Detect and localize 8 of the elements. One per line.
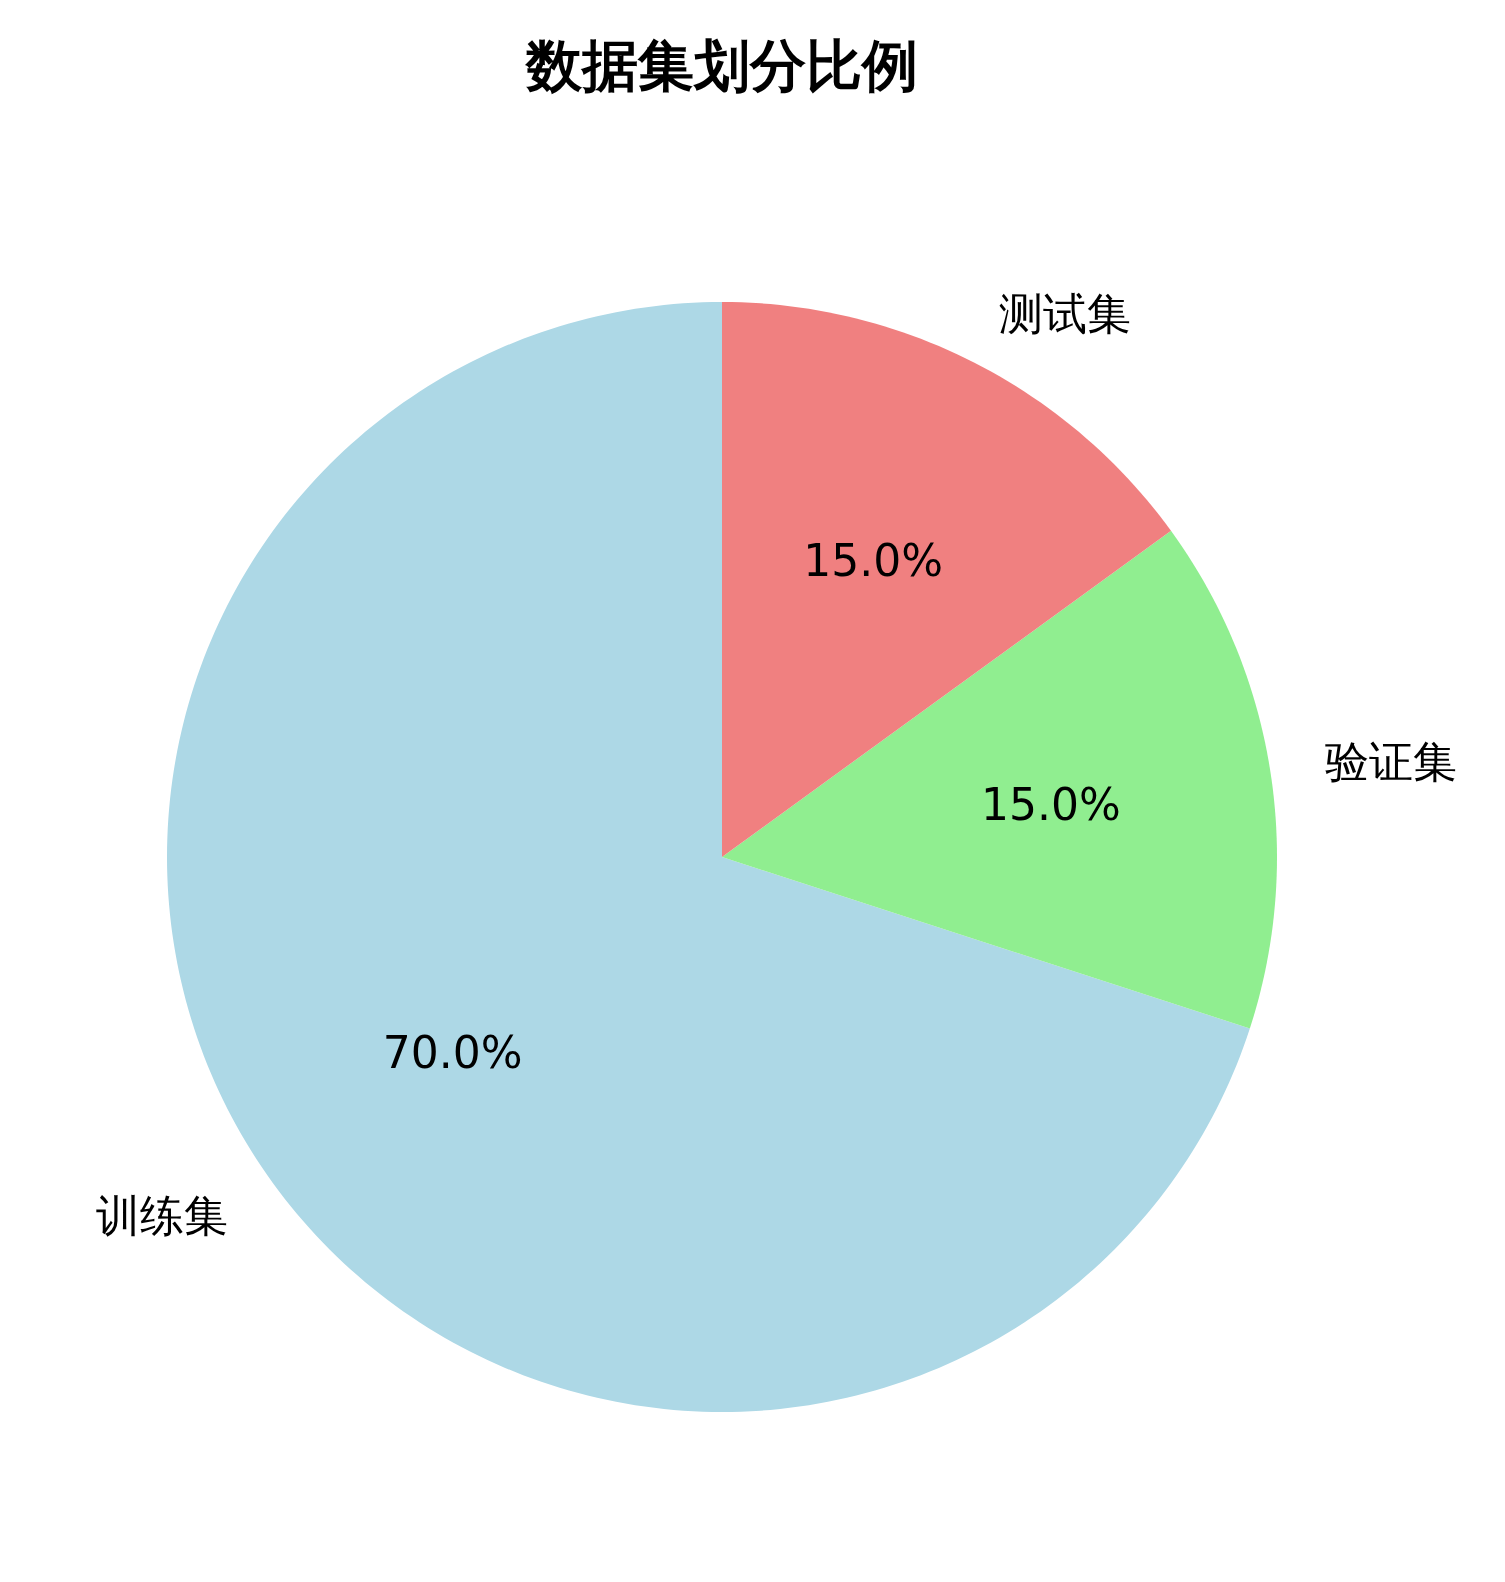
- slice-label: 测试集: [999, 287, 1132, 339]
- data-label: 70.0%: [382, 1027, 523, 1079]
- slice-label: 训练集: [96, 1190, 229, 1242]
- data-label: 15.0%: [981, 779, 1121, 831]
- slice-label: 验证集: [1324, 736, 1457, 787]
- chart-title: 数据集划分比例: [524, 33, 918, 98]
- data-label: 15.0%: [803, 534, 944, 586]
- pie-slice: [722, 530, 1277, 1029]
